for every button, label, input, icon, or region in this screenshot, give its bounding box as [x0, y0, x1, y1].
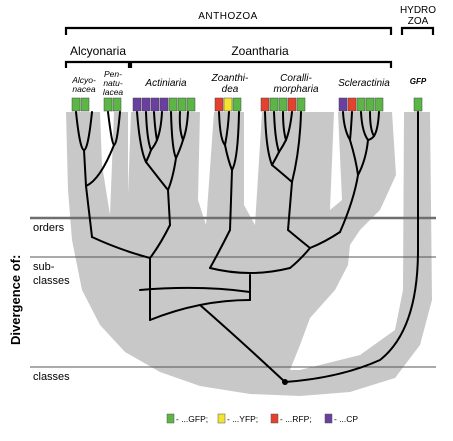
- alcyonacea-label-2: nacea: [72, 84, 95, 94]
- tip-boxes: [71, 97, 423, 112]
- pennatulacea-label-1: Pen-: [104, 69, 122, 79]
- tip-box-gfp: [374, 97, 384, 112]
- tip-box-gfp: [80, 97, 90, 112]
- tip-box-gfp: [269, 97, 279, 112]
- tip-box-rfp: [287, 97, 297, 112]
- anthozoa-bracket: [64, 26, 393, 35]
- tip-box-yfp: [223, 97, 233, 112]
- subclasses-label-1: sub-: [33, 261, 55, 273]
- legend-yfp-label: - ...YFP;: [227, 414, 258, 424]
- tip-box-rfp: [260, 97, 270, 112]
- pennatulacea-label-3: lacea: [103, 87, 124, 97]
- tip-box-gfp: [177, 97, 187, 112]
- tip-box-cp: [141, 97, 151, 112]
- root-node: [282, 379, 288, 385]
- tip-box-cp: [132, 97, 142, 112]
- alcyonacea-label-1: Alcyo-: [71, 75, 96, 85]
- tip-box-rfp: [347, 97, 357, 112]
- tip-box-gfp: [296, 97, 306, 112]
- legend-rfp-label: - ...RFP;: [280, 414, 312, 424]
- tip-box-gfp: [413, 97, 423, 112]
- zoanthidea-label-2: dea: [222, 84, 239, 95]
- tip-box-gfp: [278, 97, 288, 112]
- zoantharia-bracket: [129, 60, 393, 68]
- corallimorpharia-label-2: morpharia: [273, 84, 318, 95]
- actiniaria-label: Actiniaria: [144, 78, 187, 89]
- legend-rfp-swatch: [270, 413, 279, 424]
- tip-box-gfp: [365, 97, 375, 112]
- hydrozoa-label-line1: HYDRO: [400, 5, 436, 16]
- tip-box-gfp: [168, 97, 178, 112]
- pennatulacea-label-2: natu-: [103, 78, 123, 88]
- tip-box-gfp: [356, 97, 366, 112]
- tip-box-gfp: [71, 97, 81, 112]
- hydrozoa-label-line2: ZOA: [408, 16, 429, 27]
- legend-gfp-swatch: [166, 413, 175, 424]
- zoantharia-label: Zoantharia: [231, 44, 289, 58]
- background-shape: [66, 112, 432, 396]
- anthozoa-label: ANTHOZOA: [198, 11, 258, 22]
- orders-label: orders: [33, 222, 65, 234]
- legend-cp-swatch: [324, 413, 333, 424]
- classes-label: classes: [33, 371, 70, 383]
- legend-yfp-swatch: [217, 413, 226, 424]
- tip-box-gfp: [103, 97, 113, 112]
- tip-box-gfp: [186, 97, 196, 112]
- alcyonaria-bracket: [64, 60, 131, 68]
- alcyonaria-label: Alcyonaria: [70, 44, 126, 58]
- gfp-order-label: GFP: [410, 77, 427, 86]
- legend: - ...GFP; - ...YFP; - ...RFP; - ...CP: [166, 413, 358, 424]
- scleractinia-label: Scleractinia: [338, 78, 390, 89]
- tip-box-cp: [150, 97, 160, 112]
- tip-box-rfp: [214, 97, 224, 112]
- legend-gfp-label: - ...GFP;: [176, 414, 208, 424]
- tip-box-cp: [159, 97, 169, 112]
- phylogenetic-tree: [75, 111, 419, 383]
- axis-title: Divergence of:: [8, 255, 23, 345]
- hydrozoa-bracket: [400, 26, 435, 35]
- zoanthidea-label-1: Zoanthi-: [211, 73, 249, 84]
- tip-box-gfp: [232, 97, 242, 112]
- subclasses-label-2: classes: [33, 275, 70, 287]
- legend-cp-label: - ...CP: [334, 414, 358, 424]
- tip-box-gfp: [112, 97, 122, 112]
- corallimorpharia-label-1: Coralli-: [280, 73, 312, 84]
- tip-box-cp: [338, 97, 348, 112]
